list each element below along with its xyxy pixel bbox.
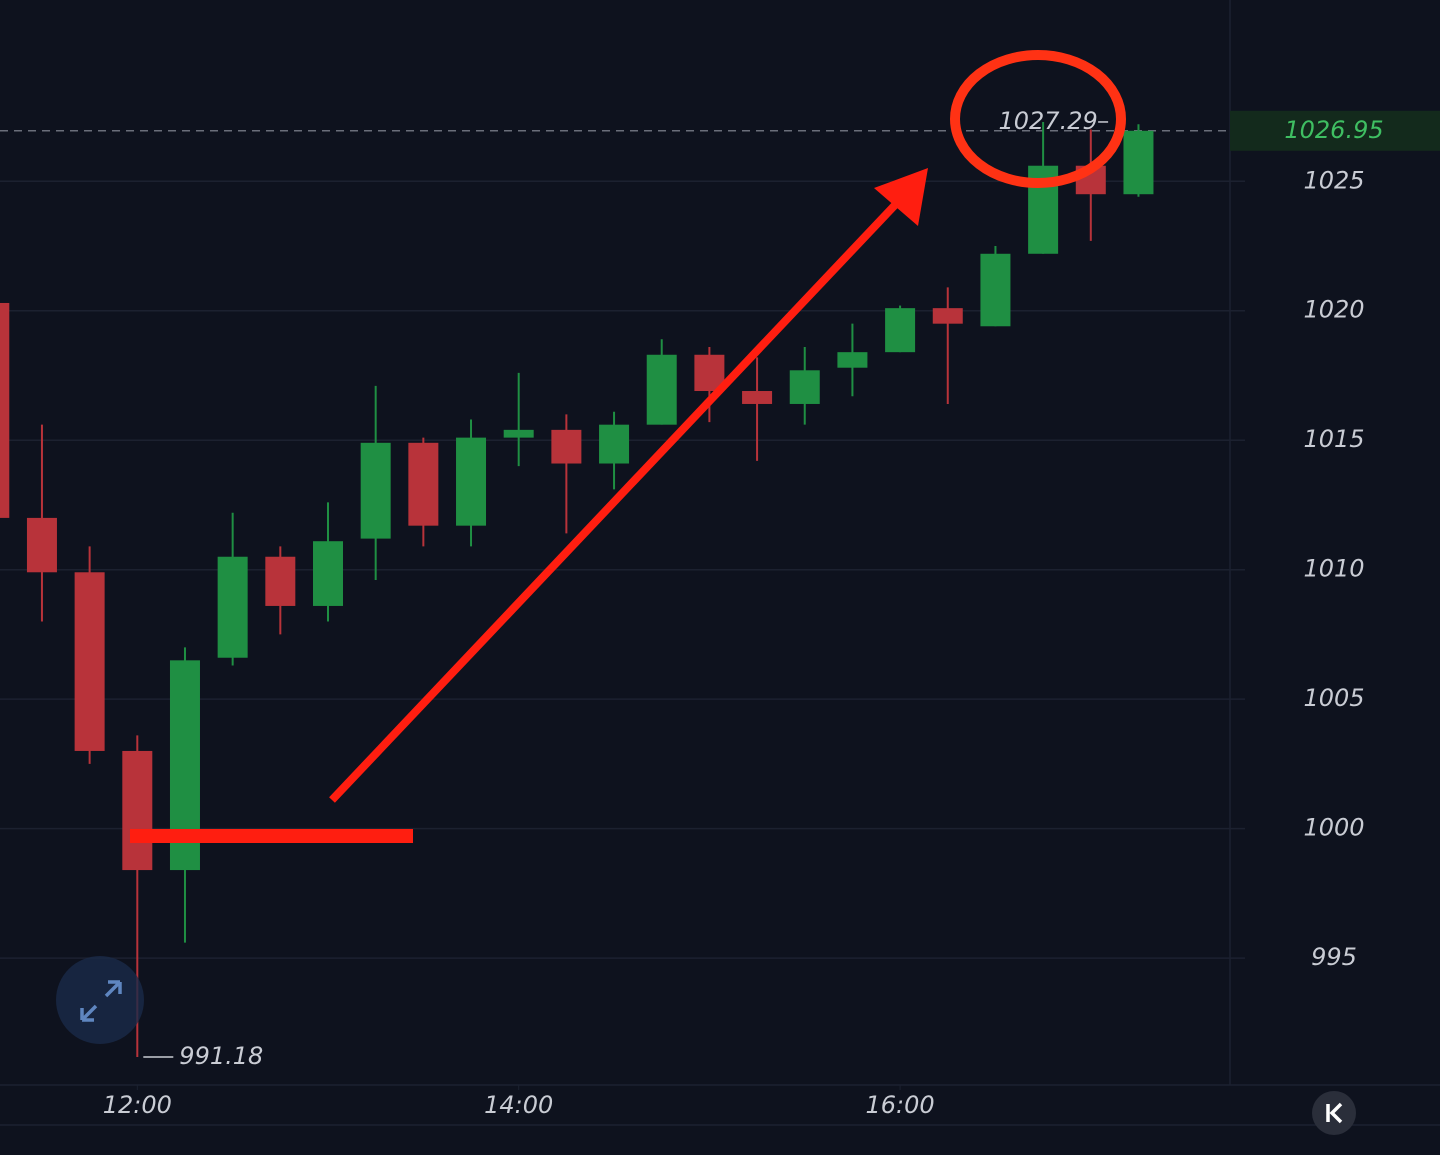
candle-body	[26, 517, 57, 573]
candles	[0, 121, 1154, 1058]
y-tick-label: 1020	[1303, 296, 1364, 324]
y-tick-label: 1005	[1303, 684, 1364, 712]
candle-body	[313, 541, 343, 606]
y-tick-label: 995	[1311, 943, 1357, 971]
y-tick-label: 1025	[1303, 166, 1364, 194]
y-tick-label: 1000	[1303, 814, 1364, 842]
trend-arrow-shaft	[329, 202, 898, 803]
y-tick-label: 1015	[1303, 425, 1364, 453]
candle-body	[980, 253, 1011, 327]
expand-icon	[80, 980, 122, 1022]
x-tick-label: 14:00	[484, 1091, 553, 1119]
candle-body	[646, 354, 677, 425]
candle-body	[122, 750, 153, 871]
last-price-label: 1026.95	[1284, 116, 1383, 144]
y-tick-label: 1010	[1303, 555, 1364, 583]
scroll-to-latest-icon	[1326, 1102, 1343, 1124]
candle-body	[265, 556, 296, 606]
candle-body	[837, 352, 868, 368]
candle-body	[503, 429, 534, 438]
candle-body	[742, 391, 773, 404]
candle-body	[360, 442, 391, 539]
x-tick-label: 12:00	[103, 1091, 172, 1119]
high-circle-annotation	[950, 50, 1126, 188]
high-price-label: 1027.29	[998, 107, 1097, 135]
candle-body	[551, 429, 582, 464]
candle-body	[408, 442, 439, 526]
candle-body	[456, 437, 487, 526]
labels: 995 1000 1005 1010 1015 1020 1025 12:00 14:00 16:…	[103, 107, 1440, 1119]
candle-body	[1123, 130, 1154, 195]
x-tick-label: 16:00	[866, 1091, 935, 1119]
candle-body	[74, 572, 105, 751]
candle-body	[0, 302, 10, 518]
candle-body	[789, 370, 820, 404]
candle-body	[217, 556, 248, 658]
candle-body	[932, 308, 963, 324]
candle-body	[885, 308, 916, 353]
candle-body	[599, 424, 630, 464]
expand-button[interactable]	[56, 956, 144, 1044]
last-price-box	[1230, 110, 1440, 151]
trend-arrow-head	[874, 168, 928, 226]
low-price-label: 991.18	[179, 1042, 263, 1070]
